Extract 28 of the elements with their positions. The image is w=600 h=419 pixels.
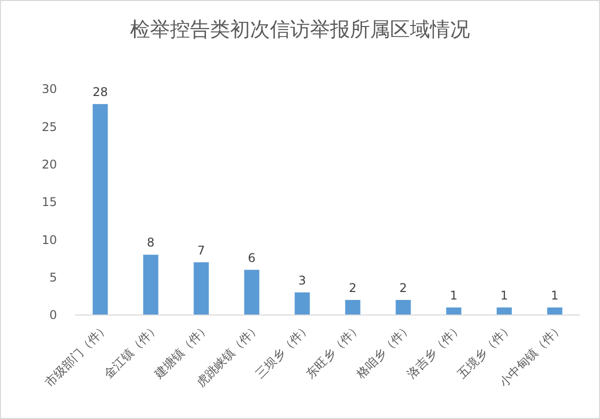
y-tick-label: 20 bbox=[42, 158, 57, 172]
data-label: 2 bbox=[348, 280, 357, 295]
bar bbox=[446, 307, 462, 315]
y-tick-label: 25 bbox=[42, 120, 57, 134]
bar bbox=[244, 270, 260, 315]
data-label: 1 bbox=[500, 288, 508, 302]
bar bbox=[345, 300, 360, 315]
data-label: 1 bbox=[450, 288, 458, 302]
bar bbox=[396, 300, 411, 315]
data-label: 28 bbox=[92, 85, 108, 100]
data-label: 3 bbox=[298, 273, 306, 288]
bar bbox=[143, 254, 158, 315]
bar bbox=[92, 104, 108, 315]
bar bbox=[547, 307, 562, 315]
chart-title: 检举控告类初次信访举报所属区域情况 bbox=[130, 17, 470, 41]
data-label: 1 bbox=[550, 288, 559, 302]
bar bbox=[194, 262, 209, 315]
y-tick-label: 30 bbox=[42, 82, 57, 96]
data-label: 7 bbox=[197, 243, 206, 258]
data-label: 2 bbox=[399, 280, 408, 295]
data-label: 8 bbox=[146, 236, 155, 250]
y-tick-label: 5 bbox=[49, 270, 57, 285]
bar bbox=[496, 307, 512, 315]
y-tick-label: 10 bbox=[42, 232, 57, 247]
y-tick-label: 15 bbox=[42, 195, 57, 210]
y-tick-label: 0 bbox=[49, 308, 57, 322]
data-label: 6 bbox=[248, 250, 256, 265]
bar bbox=[294, 292, 310, 315]
